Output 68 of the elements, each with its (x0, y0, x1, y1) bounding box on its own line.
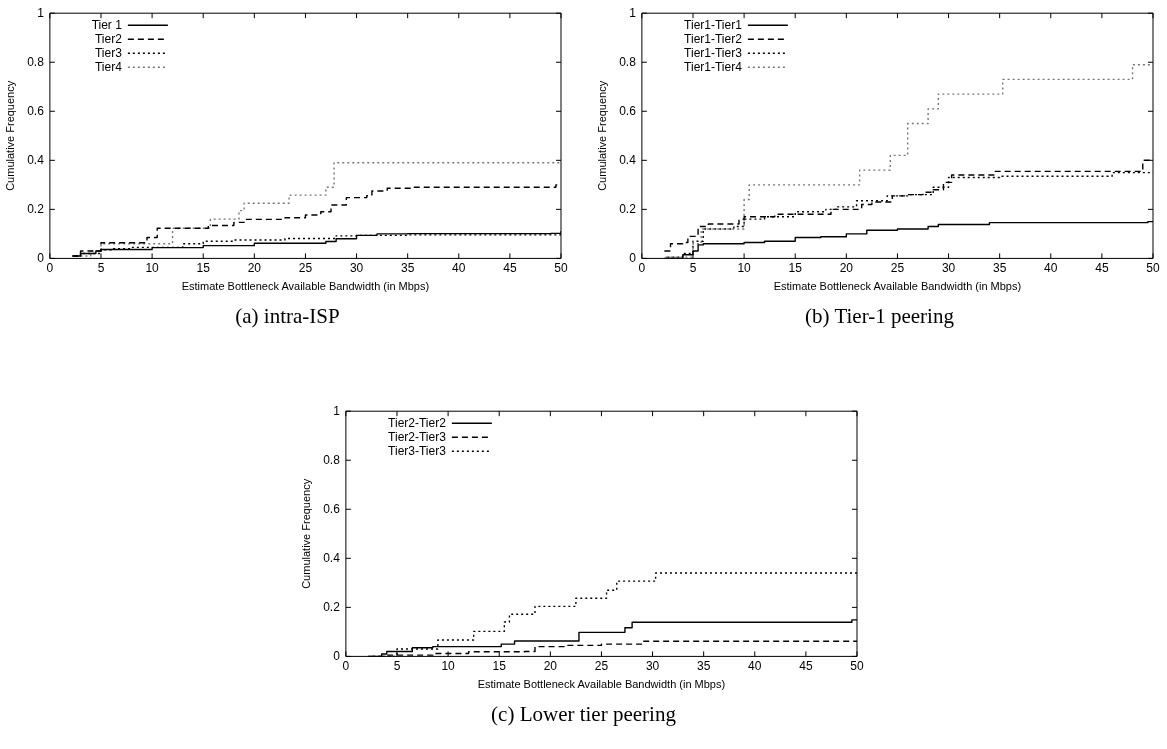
text: (c) Lower tier peering (490, 702, 677, 727)
x-tick-label: 20 (543, 658, 558, 673)
x-tick-label: 25 (298, 260, 313, 275)
x-tick-label: 20 (839, 260, 854, 275)
legend-label: Tier3-Tier3 (388, 443, 447, 458)
y-tick-label: 0 (629, 250, 637, 265)
y-axis-title: Cumulative Frequency (3, 80, 16, 191)
legend-label: Tier3 (94, 45, 123, 60)
text: (a) intra-ISP (234, 304, 341, 329)
y-tick-label: 0.8 (27, 54, 45, 69)
y-tick-label: 0.4 (619, 152, 637, 167)
x-tick-label: 50 (1146, 260, 1160, 275)
x-tick-label: 35 (696, 658, 711, 673)
x-tick-label: 35 (992, 260, 1007, 275)
x-tick-label: 40 (748, 658, 762, 673)
y-tick-label: 0.8 (323, 452, 341, 467)
x-tick-label: 35 (400, 260, 415, 275)
legend-label: Tier4 (94, 59, 123, 74)
x-tick-label: 45 (1095, 260, 1109, 275)
legend-label: Tier1-Tier4 (684, 59, 743, 74)
x-tick-label: 45 (799, 658, 813, 673)
x-tick-label: 40 (1044, 260, 1058, 275)
y-tick-label: 0.2 (323, 599, 341, 614)
y-tick-label: 0.2 (27, 201, 45, 216)
legend-label: Tier1-Tier3 (684, 45, 743, 60)
y-tick-label: 0 (37, 250, 45, 265)
legend-label: Tier 1 (91, 17, 123, 32)
x-tick-label: 15 (196, 260, 211, 275)
x-axis-title: Estimate Bottleneck Available Bandwidth (in Mbps) (181, 280, 430, 293)
y-tick-label: 0.4 (323, 550, 341, 565)
x-tick-label: 25 (890, 260, 905, 275)
y-axis-title: Cumulative Frequency (299, 478, 312, 589)
x-tick-label: 15 (788, 260, 803, 275)
x-tick-label: 15 (492, 658, 507, 673)
x-axis-title: Estimate Bottleneck Available Bandwidth (in Mbps) (477, 678, 726, 691)
x-tick-label: 5 (689, 260, 697, 275)
x-tick-label: 45 (503, 260, 517, 275)
x-tick-label: 10 (145, 260, 160, 275)
y-tick-label: 0 (333, 648, 341, 663)
text: (b) Tier-1 peering (804, 304, 955, 329)
y-tick-label: 0.6 (27, 103, 45, 118)
y-tick-label: 0.8 (619, 54, 637, 69)
y-tick-label: 0.2 (619, 201, 637, 216)
y-tick-label: 1 (37, 5, 45, 20)
legend-label: Tier2-Tier2 (388, 415, 447, 430)
x-tick-label: 5 (97, 260, 105, 275)
x-tick-label: 5 (393, 658, 401, 673)
y-tick-label: 1 (629, 5, 637, 20)
y-tick-label: 0.6 (323, 501, 341, 516)
legend-label: Tier1-Tier2 (684, 31, 743, 46)
x-tick-label: 25 (594, 658, 609, 673)
y-tick-label: 1 (333, 403, 341, 418)
legend-label: Tier1-Tier1 (684, 17, 743, 32)
x-axis-title: Estimate Bottleneck Available Bandwidth (in Mbps) (773, 280, 1022, 293)
x-tick-label: 20 (247, 260, 262, 275)
legend-label: Tier2 (94, 31, 123, 46)
x-tick-label: 40 (452, 260, 466, 275)
x-tick-label: 50 (850, 658, 864, 673)
y-tick-label: 0.6 (619, 103, 637, 118)
legend-label: Tier2-Tier3 (388, 429, 447, 444)
x-tick-label: 30 (645, 658, 660, 673)
x-tick-label: 10 (441, 658, 456, 673)
x-tick-label: 10 (737, 260, 752, 275)
x-tick-label: 30 (941, 260, 956, 275)
x-tick-label: 30 (349, 260, 364, 275)
y-axis-title: Cumulative Frequency (595, 80, 608, 191)
y-tick-label: 0.4 (27, 152, 45, 167)
x-tick-label: 50 (554, 260, 568, 275)
